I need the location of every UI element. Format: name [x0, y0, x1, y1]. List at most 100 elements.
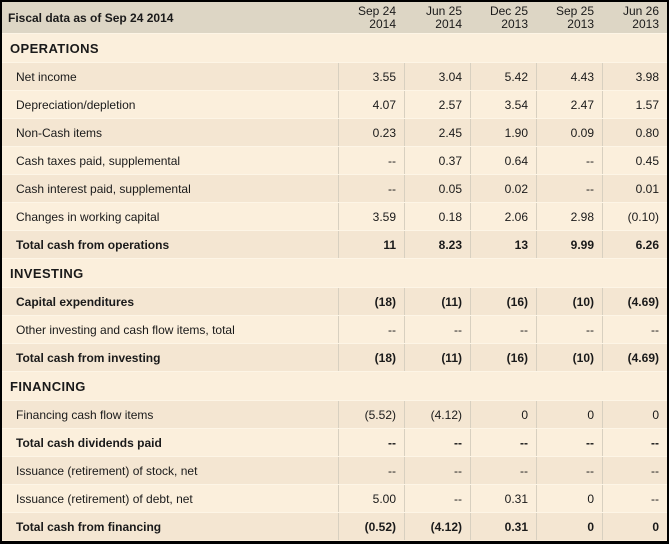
value-cell-col1: (18) — [338, 288, 404, 315]
table-row: Issuance (retirement) of stock, net -- -- -… — [2, 456, 667, 484]
value-cell-col4: 2.47 — [536, 91, 602, 118]
table-row: Total cash dividends paid -- -- -- -- -- — [2, 428, 667, 456]
row-label: Net income — [16, 69, 77, 84]
column-header-1: Sep 24 2014 — [357, 3, 396, 31]
row-label: Non-Cash items — [16, 125, 103, 140]
value-cell-col5: 0.80 — [602, 119, 667, 146]
table-row: Non-Cash items 0.23 2.45 1.90 0.09 0.80 — [2, 118, 667, 146]
value-cell-col3: 5.42 — [470, 63, 536, 90]
value-cell-col1: 5.00 — [338, 485, 404, 512]
row-label: Cash taxes paid, supplemental — [16, 153, 181, 168]
value-cell-col3: 0.02 — [470, 175, 536, 202]
value-cell-col1: 3.55 — [338, 63, 404, 90]
row-label: Financing cash flow items — [16, 407, 154, 422]
row-label: Issuance (retirement) of stock, net — [16, 463, 198, 478]
section-header-label: OPERATIONS — [10, 40, 99, 56]
row-label: Other investing and cash flow items, tot… — [16, 322, 235, 337]
value-cell-col3: 13 — [470, 231, 536, 258]
section-header-financing: FINANCING — [2, 371, 667, 400]
row-label: Depreciation/depletion — [16, 97, 136, 112]
value-cell-col1: (0.52) — [338, 513, 404, 540]
value-cell-col1: 3.59 — [338, 203, 404, 230]
table-row: Other investing and cash flow items, tot… — [2, 315, 667, 343]
value-cell-col5: -- — [602, 429, 667, 456]
value-cell-col4: (10) — [536, 288, 602, 315]
value-cell-col4: -- — [536, 457, 602, 484]
value-cell-col3: -- — [470, 429, 536, 456]
value-cell-col2: -- — [404, 485, 470, 512]
section-header-label: FINANCING — [10, 378, 86, 394]
value-cell-col4: 4.43 — [536, 63, 602, 90]
value-cell-col1: -- — [338, 147, 404, 174]
table-row: Capital expenditures (18) (11) (16) (10) (4.6… — [2, 287, 667, 315]
value-cell-col5: 1.57 — [602, 91, 667, 118]
value-cell-col3: 0 — [470, 401, 536, 428]
value-cell-col2: (4.12) — [404, 401, 470, 428]
value-cell-col4: 0.09 — [536, 119, 602, 146]
row-label: Total cash from financing — [16, 519, 162, 534]
value-cell-col1: 0.23 — [338, 119, 404, 146]
value-cell-col5: 6.26 — [602, 231, 667, 258]
column-header-2: Jun 25 2014 — [425, 3, 462, 31]
table-body: OPERATIONS Net income 3.55 3.04 5.42 4.43 3.98… — [2, 33, 667, 540]
value-cell-col2: (11) — [404, 288, 470, 315]
table-row: Depreciation/depletion 4.07 2.57 3.54 2.47 1.… — [2, 90, 667, 118]
section-header-operations: OPERATIONS — [2, 33, 667, 62]
column-header-4: Sep 25 2013 — [555, 3, 594, 31]
column-header-3: Dec 25 2013 — [489, 3, 528, 31]
value-cell-col2: (4.12) — [404, 513, 470, 540]
value-cell-col4: -- — [536, 147, 602, 174]
value-cell-col4: 0 — [536, 485, 602, 512]
value-cell-col3: -- — [470, 316, 536, 343]
value-cell-col3: (16) — [470, 288, 536, 315]
table-row: Total cash from financing (0.52) (4.12) 0.3… — [2, 512, 667, 540]
row-label: Issuance (retirement) of debt, net — [16, 491, 193, 506]
value-cell-col1: -- — [338, 316, 404, 343]
table-row: Financing cash flow items (5.52) (4.12) 0 0 0 — [2, 400, 667, 428]
value-cell-col3: (16) — [470, 344, 536, 371]
table-row: Issuance (retirement) of debt, net 5.00 --… — [2, 484, 667, 512]
value-cell-col5: 0.01 — [602, 175, 667, 202]
value-cell-col3: 0.31 — [470, 485, 536, 512]
table-row: Cash interest paid, supplemental -- 0.05 0.… — [2, 174, 667, 202]
value-cell-col3: 3.54 — [470, 91, 536, 118]
value-cell-col2: (11) — [404, 344, 470, 371]
value-cell-col3: 2.06 — [470, 203, 536, 230]
value-cell-col4: 0 — [536, 513, 602, 540]
section-header-label: INVESTING — [10, 265, 84, 281]
value-cell-col1: -- — [338, 429, 404, 456]
row-label: Total cash dividends paid — [16, 435, 162, 450]
value-cell-col3: 1.90 — [470, 119, 536, 146]
value-cell-col5: (4.69) — [602, 288, 667, 315]
row-label: Total cash from investing — [16, 350, 161, 365]
fiscal-data-title: Fiscal data as of Sep 24 2014 — [8, 10, 174, 25]
value-cell-col5: -- — [602, 316, 667, 343]
value-cell-col4: 0 — [536, 401, 602, 428]
value-cell-col2: 8.23 — [404, 231, 470, 258]
table-row: Cash taxes paid, supplemental -- 0.37 0.64-… — [2, 146, 667, 174]
value-cell-col3: 0.31 — [470, 513, 536, 540]
value-cell-col1: -- — [338, 457, 404, 484]
row-label: Changes in working capital — [16, 209, 160, 224]
value-cell-col4: -- — [536, 429, 602, 456]
row-label: Total cash from operations — [16, 237, 170, 252]
value-cell-col1: -- — [338, 175, 404, 202]
value-cell-col2: -- — [404, 429, 470, 456]
value-cell-col2: 3.04 — [404, 63, 470, 90]
value-cell-col4: 2.98 — [536, 203, 602, 230]
value-cell-col2: 0.18 — [404, 203, 470, 230]
value-cell-col5: 0.45 — [602, 147, 667, 174]
table-row: Net income 3.55 3.04 5.42 4.43 3.98 — [2, 62, 667, 90]
value-cell-col5: 3.98 — [602, 63, 667, 90]
value-cell-col1: 4.07 — [338, 91, 404, 118]
value-cell-col3: 0.64 — [470, 147, 536, 174]
value-cell-col4: (10) — [536, 344, 602, 371]
value-cell-col4: -- — [536, 316, 602, 343]
value-cell-col2: -- — [404, 457, 470, 484]
value-cell-col3: -- — [470, 457, 536, 484]
value-cell-col2: 0.05 — [404, 175, 470, 202]
value-cell-col5: (4.69) — [602, 344, 667, 371]
value-cell-col5: -- — [602, 457, 667, 484]
value-cell-col4: 9.99 — [536, 231, 602, 258]
column-header-5: Jun 26 2013 — [622, 3, 659, 31]
